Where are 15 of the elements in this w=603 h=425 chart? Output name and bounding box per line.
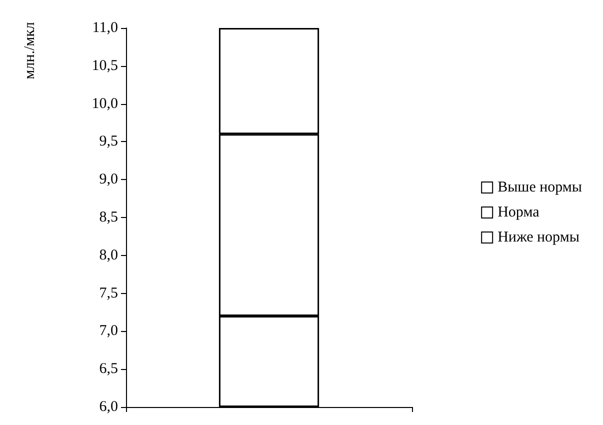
legend-label: Выше нормы [498,180,582,196]
y-tick-label: 10,5 [92,58,118,74]
legend-label: Норма [498,204,540,220]
y-tick-label: 6,5 [99,361,118,378]
y-tick-label: 11,0 [92,20,118,36]
y-tick-label: 7,5 [99,285,118,302]
y-tick-label: 8,5 [99,210,118,226]
y-tick-label: 8,0 [99,247,118,264]
legend-label: Ниже нормы [498,230,580,246]
y-tick-label: 7,0 [99,323,118,340]
y-axis-title: млн./мкл [22,21,38,80]
y-tick-label: 10,0 [92,96,118,112]
y-tick-label: 9,5 [99,134,118,150]
y-tick-label: 6,0 [99,399,118,415]
y-tick-label: 9,0 [99,172,118,188]
